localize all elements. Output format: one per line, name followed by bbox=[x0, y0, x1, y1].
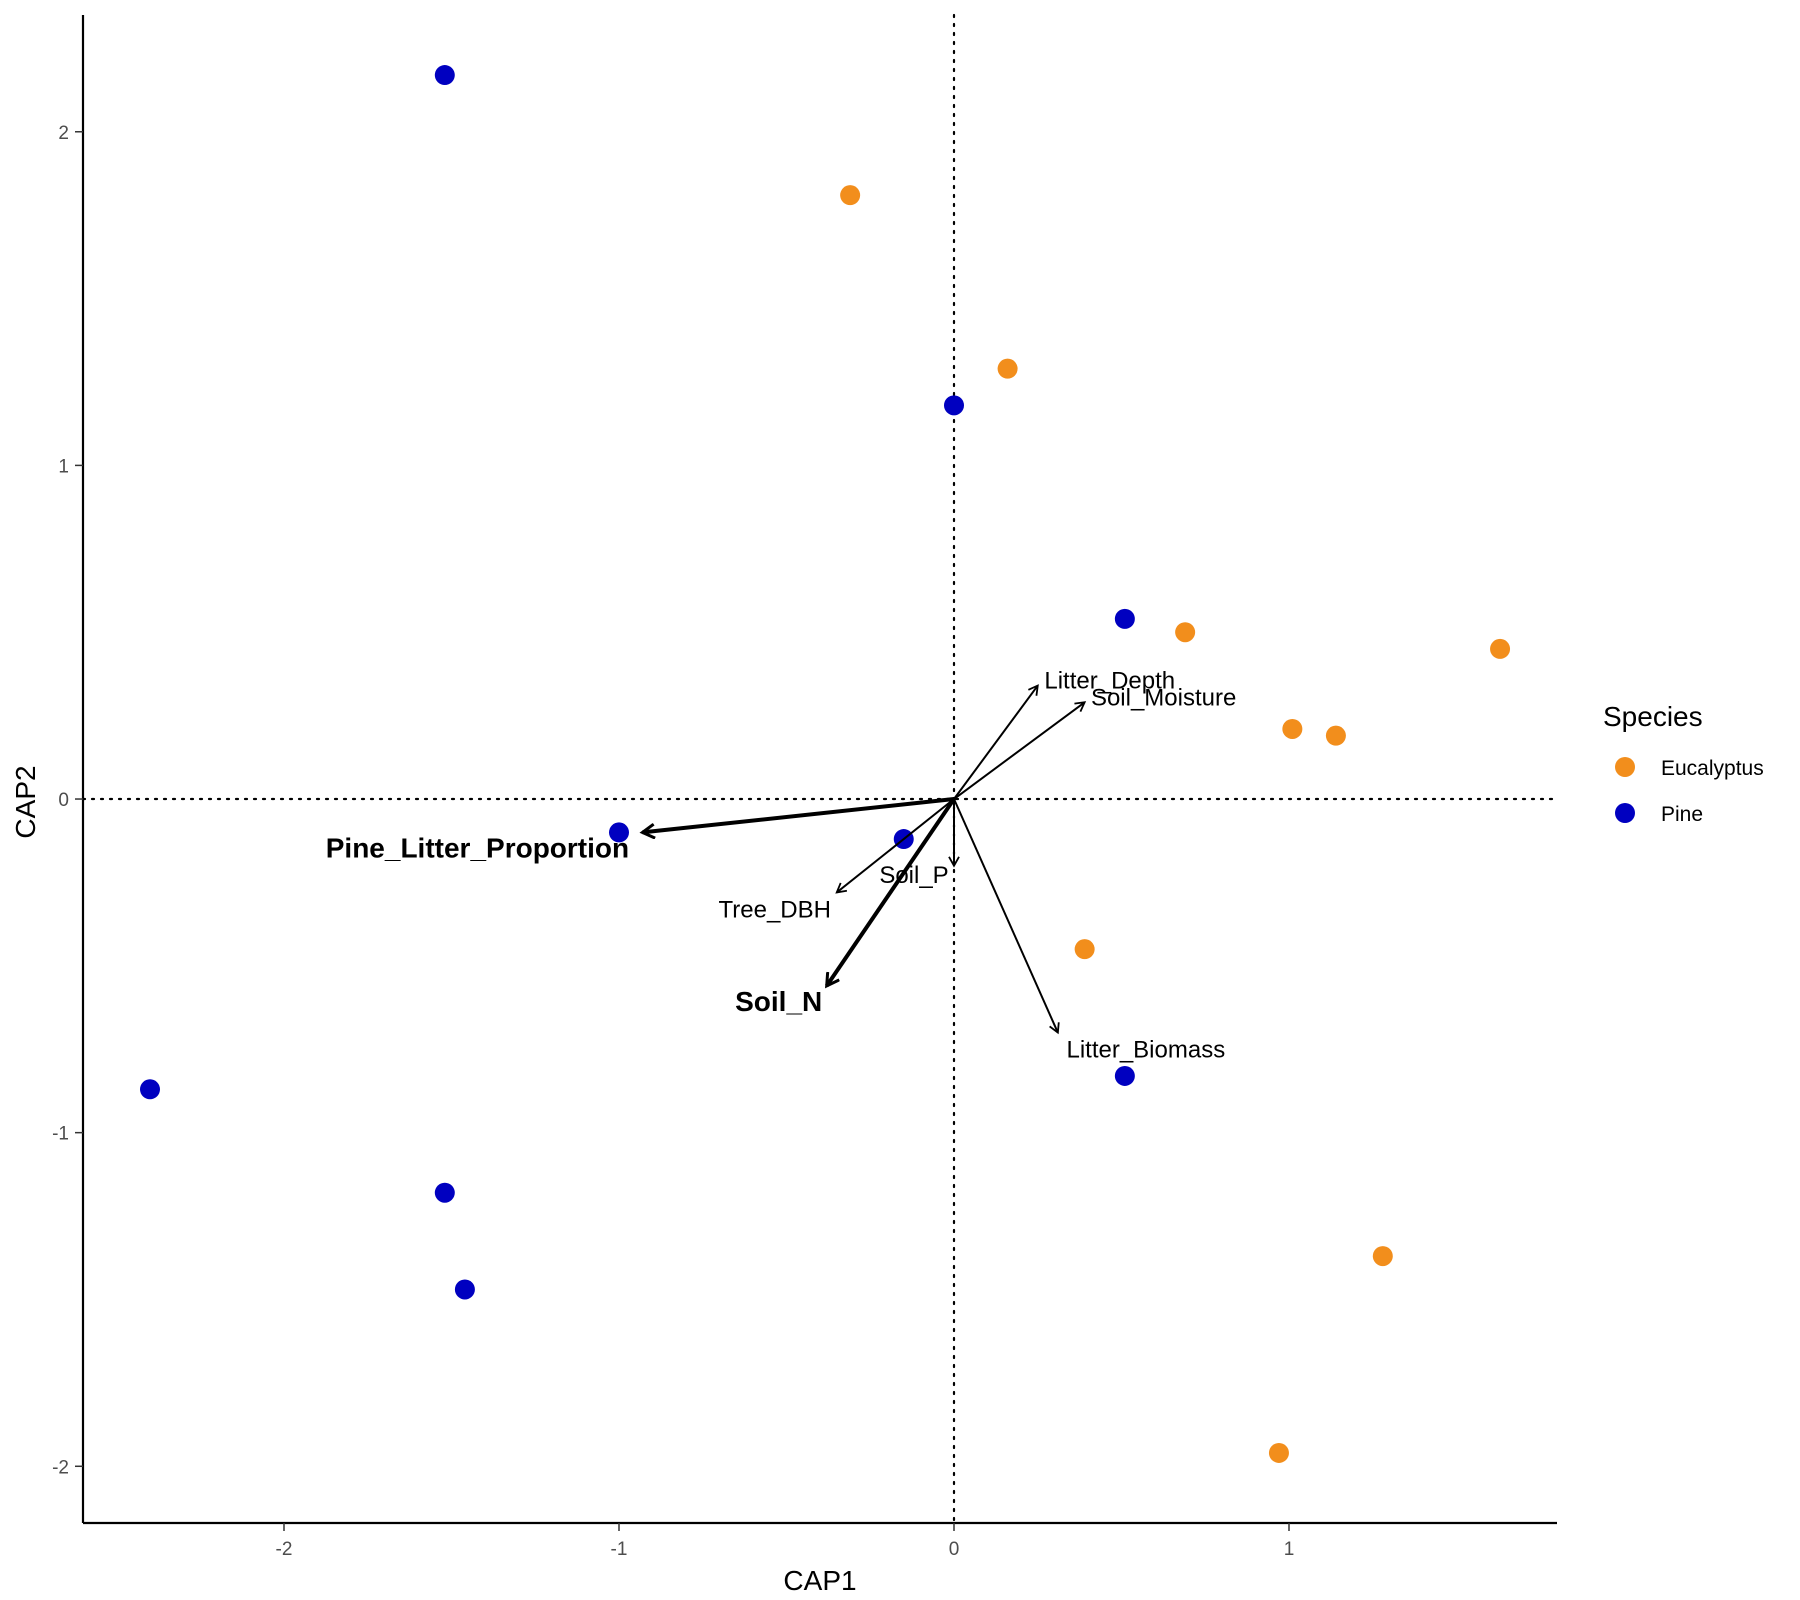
vector-arrow-pine-litter-proportion bbox=[642, 797, 955, 832]
point-eucalyptus-2 bbox=[997, 358, 1018, 379]
y-tick-label: 1 bbox=[58, 456, 69, 477]
reference-lines bbox=[81, 13, 1559, 1525]
x-tick-label: -1 bbox=[611, 1539, 628, 1560]
vector-label-tree-dbh: Tree_DBH bbox=[719, 896, 831, 923]
legend-key-eucalyptus bbox=[1615, 757, 1635, 777]
point-pine-1 bbox=[434, 65, 455, 86]
environmental-vectors: Pine_Litter_Proportion Soil_N Tree_DBH Soil… bbox=[326, 668, 1237, 1064]
y-axis-title: CAP2 bbox=[10, 765, 41, 838]
data-points bbox=[140, 65, 1511, 1463]
point-eucalyptus-4 bbox=[1490, 638, 1511, 659]
point-eucalyptus-1 bbox=[840, 185, 861, 206]
vector-arrow-soil-n bbox=[827, 797, 956, 986]
point-eucalyptus-8 bbox=[1372, 1246, 1393, 1267]
point-eucalyptus-7 bbox=[1074, 939, 1095, 960]
legend-label-eucalyptus: Eucalyptus bbox=[1661, 757, 1764, 780]
point-pine-6 bbox=[1114, 1065, 1135, 1086]
vector-arrow-litter-depth bbox=[953, 684, 1039, 800]
y-tick-label: -2 bbox=[52, 1457, 69, 1478]
point-pine-8 bbox=[434, 1182, 455, 1203]
x-tick-label: -2 bbox=[276, 1539, 293, 1560]
x-axis-title: CAP1 bbox=[783, 1565, 856, 1596]
point-pine-3 bbox=[1114, 608, 1135, 629]
vector-label-pine-litter-proportion: Pine_Litter_Proportion bbox=[326, 832, 629, 863]
vector-label-soil-moisture: Soil_Moisture bbox=[1091, 684, 1236, 711]
point-eucalyptus-6 bbox=[1325, 725, 1346, 746]
legend-title: Species bbox=[1603, 701, 1703, 732]
y-tick-label: 2 bbox=[58, 123, 69, 144]
vector-label-litter-biomass: Litter_Biomass bbox=[1066, 1037, 1225, 1064]
vector-label-soil-p: Soil_P bbox=[879, 862, 948, 889]
legend-key-pine bbox=[1615, 803, 1635, 823]
vector-arrow-soil-moisture bbox=[953, 701, 1087, 800]
vector-arrow-litter-biomass bbox=[953, 798, 1060, 1035]
x-tick-label: 1 bbox=[1284, 1539, 1295, 1560]
vector-label-litter-depth: Litter_Depth bbox=[1044, 668, 1175, 695]
point-eucalyptus-5 bbox=[1282, 718, 1303, 739]
y-tick-label: -1 bbox=[52, 1124, 69, 1145]
x-tick-label: 0 bbox=[949, 1539, 960, 1560]
legend: Species Eucalyptus Pine bbox=[1603, 701, 1764, 826]
point-pine-9 bbox=[454, 1279, 475, 1300]
point-pine-7 bbox=[140, 1079, 160, 1100]
y-tick-label: 0 bbox=[58, 790, 69, 811]
legend-label-pine: Pine bbox=[1661, 803, 1703, 826]
vector-arrow-tree-dbh bbox=[835, 798, 955, 894]
point-eucalyptus-9 bbox=[1268, 1442, 1289, 1463]
point-pine-2 bbox=[944, 395, 964, 416]
point-pine-4 bbox=[609, 822, 629, 843]
vector-label-soil-n: Soil_N bbox=[735, 986, 822, 1017]
point-eucalyptus-3 bbox=[1175, 622, 1196, 643]
axes: -2 -1 0 1 -2 -1 0 1 2 bbox=[52, 15, 1557, 1560]
